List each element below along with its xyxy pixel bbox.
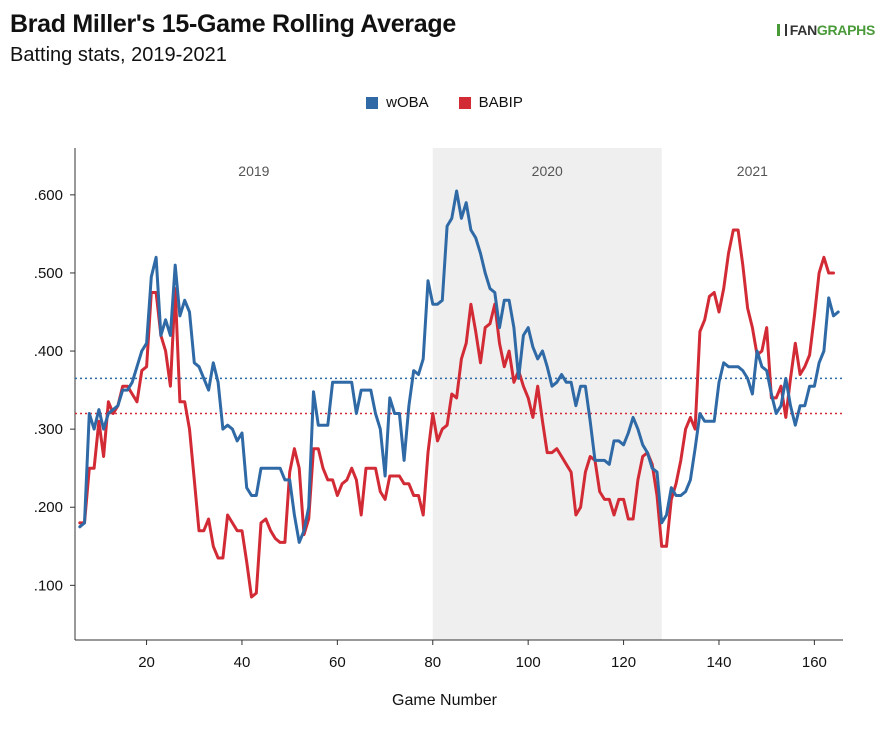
chart-legend: wOBA BABIP — [0, 94, 889, 111]
x-axis-label: Game Number — [392, 692, 497, 709]
x-tick-label: 140 — [706, 654, 731, 671]
logo-text-fan: FAN — [789, 22, 817, 38]
y-tick-label: .300 — [34, 421, 63, 438]
legend-swatch-woba — [366, 96, 379, 109]
y-tick-label: .100 — [34, 577, 63, 594]
series-line-woba — [78, 189, 840, 544]
fangraphs-logo: FAN GRAPHS — [776, 22, 875, 38]
legend-swatch-babip — [458, 96, 471, 109]
x-tick-label: 20 — [138, 654, 155, 671]
legend-label-babip: BABIP — [478, 94, 523, 111]
x-tick-label: 120 — [611, 654, 636, 671]
season-label-2021: 2021 — [737, 163, 768, 179]
season-shade-2020 — [432, 148, 662, 640]
chart-subtitle: Batting stats, 2019-2021 — [10, 44, 227, 66]
chart-title: Brad Miller's 15-Game Rolling Average — [10, 10, 456, 38]
y-tick-label: .600 — [34, 187, 63, 204]
x-tick-label: 80 — [424, 654, 441, 671]
y-tick-label: .200 — [34, 499, 63, 516]
x-tick-label: 60 — [329, 654, 346, 671]
x-tick-label: 160 — [802, 654, 827, 671]
y-tick-label: .500 — [34, 265, 63, 282]
season-label-2019: 2019 — [238, 163, 269, 179]
series-line-babip — [78, 228, 835, 599]
legend-item-woba: wOBA — [366, 94, 429, 111]
x-tick-label: 100 — [516, 654, 541, 671]
logo-text-graphs: GRAPHS — [816, 22, 875, 38]
x-tick-label: 40 — [234, 654, 251, 671]
logo-mark-icon — [776, 24, 787, 36]
y-tick-label: .400 — [34, 343, 63, 360]
season-label-2020: 2020 — [532, 163, 563, 179]
legend-item-babip: BABIP — [458, 94, 523, 111]
legend-label-woba: wOBA — [386, 94, 429, 111]
